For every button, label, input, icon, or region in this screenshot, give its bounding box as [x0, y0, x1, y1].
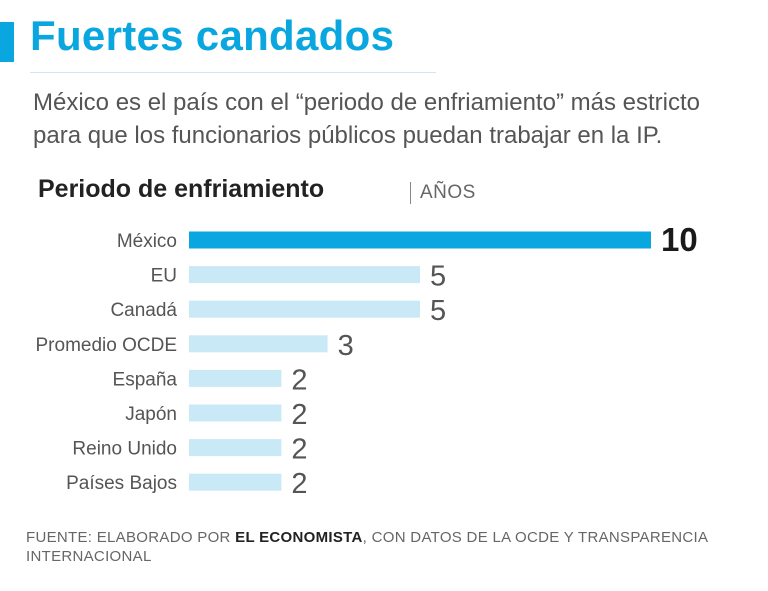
bar-mexico [189, 231, 651, 249]
value-label-promedio-ocde: 3 [338, 330, 354, 362]
chart-title: Periodo de enfriamiento [38, 175, 325, 203]
bar-chart: México 10 EU 5 Canadá 5 Promedio OCDE 3 España 2 J… [36, 221, 698, 500]
source-note: FUENTE: ELABORADO POR EL ECONOMISTA, CON… [26, 528, 746, 566]
bar-paises-bajos [189, 473, 282, 491]
category-label-promedio-ocde: Promedio OCDE [36, 335, 178, 356]
value-label-japon: 2 [291, 399, 307, 431]
category-label-reino-unido: Reino Unido [72, 439, 177, 460]
bar-espana [189, 369, 282, 387]
page-title: Fuertes candados [30, 12, 395, 59]
source-suffix: , CON DATOS DE LA OCDE Y TRANSPARENCIA I… [26, 529, 708, 565]
bar-eu [189, 266, 420, 284]
bar-canada [189, 300, 420, 318]
chart-title-separator [410, 182, 411, 204]
category-label-espana: España [113, 369, 178, 390]
title-divider [30, 72, 436, 73]
page-subtitle: México es el país con el “periodo de enf… [33, 89, 700, 149]
value-label-paises-bajos: 2 [291, 468, 307, 500]
source-prefix: FUENTE: ELABORADO POR [26, 529, 236, 546]
category-label-japon: Japón [125, 404, 177, 425]
title-accent-bar [0, 22, 14, 62]
value-label-mexico: 10 [661, 221, 698, 258]
bar-promedio-ocde [189, 335, 328, 353]
category-label-canada: Canadá [110, 300, 177, 321]
bar-japon [189, 404, 282, 422]
category-label-mexico: México [117, 231, 177, 252]
value-label-canada: 5 [430, 295, 446, 327]
chart-unit-label: AÑOS [420, 182, 476, 203]
category-label-eu: EU [151, 266, 177, 287]
category-label-paises-bajos: Países Bajos [66, 473, 177, 494]
value-label-espana: 2 [291, 364, 307, 396]
value-label-eu: 5 [430, 261, 446, 293]
bar-reino-unido [189, 439, 282, 457]
source-publisher: EL ECONOMISTA [235, 529, 363, 546]
value-label-reino-unido: 2 [291, 434, 307, 466]
